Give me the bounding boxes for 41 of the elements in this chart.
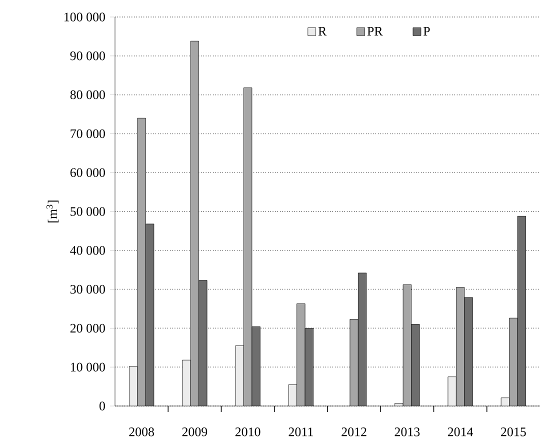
bar [244,88,252,406]
x-tick-label: 2014 [448,428,474,436]
bar [350,319,358,406]
bar [146,224,154,406]
bar [190,41,199,406]
x-tick-label: 2012 [342,428,366,436]
bar [305,328,314,406]
bar [296,304,306,406]
y-tick-label: 30 000 [70,284,105,294]
y-tick-label: 20 000 [70,324,105,333]
bar [403,284,412,406]
bar [137,118,146,406]
y-tick-label: 0 [100,402,105,410]
y-tick-label: 100 000 [64,12,105,22]
x-tick-label: 2015 [501,428,526,436]
bar [358,272,366,406]
legend-label: R [318,27,327,36]
x-tick-label: 2008 [129,428,154,436]
x-tick-label: 2013 [394,428,420,436]
y-tick-label: 50 000 [70,207,105,216]
x-tick-label: 2011 [288,428,313,436]
bar [464,297,473,406]
bar [129,366,138,406]
y-tick-label: 90 000 [70,52,105,60]
bar [411,324,420,406]
y-tick-label: 80 000 [70,90,105,100]
y-tick-label: 40 000 [70,246,105,255]
y-axis-title: [m$^{3}$] [46,200,59,222]
y-tick-label: 70 000 [70,129,105,138]
bar [509,318,518,406]
legend-label: P [424,27,430,36]
bar [252,326,260,406]
y-tick-label: 60 000 [70,168,105,177]
legend-label: PR [367,27,383,36]
bar [456,287,464,406]
bar [198,280,208,406]
x-tick-label: 2010 [235,428,260,436]
bar [235,346,244,406]
bar [517,216,526,406]
y-tick-label: 10 000 [71,362,105,372]
x-tick-label: 2009 [182,428,208,436]
